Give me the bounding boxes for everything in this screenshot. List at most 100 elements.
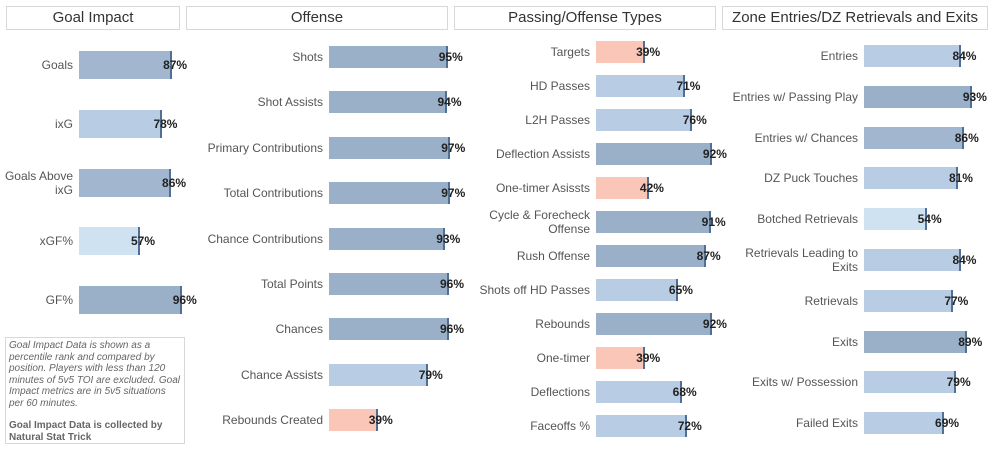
row-label: Entries w/ Chances	[754, 130, 858, 145]
bar	[79, 51, 173, 79]
row-label: Faceoffs %	[530, 419, 590, 433]
bar	[864, 45, 962, 67]
bar	[596, 245, 706, 267]
bar	[864, 208, 927, 231]
row-label: Shots	[292, 50, 323, 64]
value-label: 84%	[952, 49, 977, 63]
row-label: Deflections	[530, 385, 590, 399]
bar	[596, 381, 682, 403]
bar	[596, 415, 687, 437]
bar	[329, 46, 448, 68]
row-label: Entries w/ Passing Play	[732, 89, 858, 104]
value-label: 93%	[962, 89, 987, 104]
value-label: 72%	[677, 419, 702, 433]
value-label: 96%	[440, 322, 465, 337]
row-label: Failed Exits	[795, 416, 858, 431]
value-label: 77%	[944, 293, 969, 308]
bar	[864, 330, 968, 353]
bar	[864, 249, 962, 271]
value-label: 76%	[682, 113, 707, 127]
bar	[864, 126, 964, 149]
value-label: 95%	[438, 50, 463, 64]
panel-title: Passing/Offense Types	[454, 6, 716, 30]
bar	[329, 409, 378, 432]
row-label: One-timer	[536, 351, 590, 365]
bar	[329, 363, 428, 386]
row-label: ixG	[55, 116, 73, 131]
note-source: Goal Impact Data is collected by Natural…	[9, 420, 163, 443]
panel-title: Zone Entries/DZ Retrievals and Exits	[722, 6, 988, 30]
bar	[329, 318, 449, 341]
value-label: 69%	[935, 416, 960, 431]
value-label: 92%	[702, 147, 727, 161]
row-label: Botched Retrievals	[757, 212, 858, 227]
row-label: L2H Passes	[525, 113, 590, 127]
value-label: 86%	[954, 130, 979, 145]
value-label: 68%	[672, 385, 697, 399]
row-label: Retrievals Leading to Exits	[745, 246, 858, 274]
note-box: Goal Impact Data is shown as a percentil…	[5, 337, 185, 444]
value-label: 91%	[701, 215, 726, 229]
bar	[596, 177, 649, 199]
value-label: 78%	[153, 116, 178, 131]
value-label: 87%	[163, 58, 188, 72]
note-text: Goal Impact Data is shown as a percentil…	[9, 340, 181, 409]
value-label: 96%	[440, 277, 465, 291]
row-label: Chance Contributions	[207, 231, 323, 246]
panel-title: Goal Impact	[6, 6, 180, 30]
value-label: 97%	[441, 186, 466, 201]
row-label: Total Contributions	[223, 186, 323, 201]
value-label: 86%	[162, 175, 187, 190]
bar	[79, 227, 140, 256]
row-label: Rush Offense	[516, 249, 590, 263]
value-label: 81%	[948, 171, 973, 186]
value-label: 84%	[952, 253, 977, 267]
bar	[864, 167, 958, 190]
bar	[596, 313, 712, 335]
row-label: Targets	[550, 45, 590, 59]
bar	[329, 182, 451, 205]
row-label: Rebounds Created	[222, 413, 323, 428]
bar	[864, 289, 954, 312]
value-label: 89%	[958, 334, 983, 349]
row-label: xGF%	[39, 234, 73, 249]
bar	[864, 85, 972, 108]
value-label: 93%	[436, 231, 461, 246]
value-label: 71%	[676, 79, 701, 93]
row-label: Chance Assists	[240, 367, 323, 382]
bar	[864, 371, 956, 394]
row-label: Shot Assists	[257, 95, 323, 110]
bar	[864, 412, 945, 435]
bar	[596, 143, 712, 165]
row-label: Goals Above ixG	[4, 168, 73, 197]
row-label: Chances	[275, 322, 323, 337]
row-label: Primary Contributions	[207, 140, 323, 155]
row-label: Shots off HD Passes	[479, 283, 591, 297]
value-label: 54%	[917, 212, 942, 227]
bar	[596, 41, 646, 63]
row-label: Deflection Assists	[495, 147, 590, 161]
value-label: 39%	[636, 45, 661, 59]
value-label: 42%	[639, 181, 664, 195]
bar	[329, 273, 449, 295]
row-label: Retrievals	[804, 293, 858, 308]
row-label: One-timer Asissts	[495, 181, 590, 195]
bar	[596, 211, 711, 233]
row-label: GF%	[45, 293, 73, 308]
bar	[596, 347, 646, 369]
row-label: Exits	[831, 334, 858, 349]
value-label: 94%	[437, 95, 462, 110]
bar	[596, 109, 692, 131]
bar	[596, 279, 678, 301]
bar	[79, 168, 172, 197]
row-label: DZ Puck Touches	[764, 171, 858, 186]
row-label: HD Passes	[529, 79, 590, 93]
row-label: Rebounds	[535, 317, 590, 331]
value-label: 79%	[946, 375, 971, 390]
bar	[79, 109, 163, 138]
row-label: Total Points	[260, 277, 323, 291]
value-label: 57%	[130, 234, 156, 249]
row-label: Goals	[41, 58, 73, 72]
value-label: 79%	[418, 367, 443, 382]
